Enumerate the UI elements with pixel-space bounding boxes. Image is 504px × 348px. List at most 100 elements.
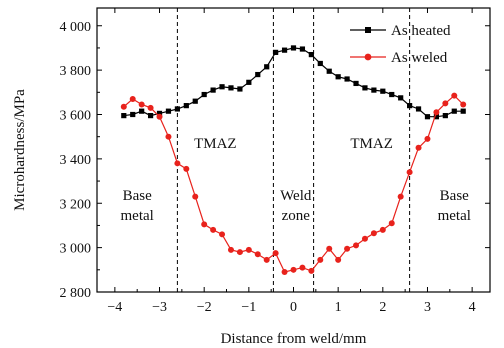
data-point bbox=[281, 269, 288, 276]
x-tick-label: 0 bbox=[290, 300, 297, 315]
y-tick-label: 3 600 bbox=[60, 109, 92, 124]
data-point bbox=[139, 108, 145, 114]
data-point bbox=[424, 114, 431, 120]
data-point bbox=[219, 231, 226, 238]
data-point bbox=[263, 256, 270, 263]
data-point bbox=[317, 60, 323, 67]
data-point bbox=[353, 242, 360, 249]
data-point bbox=[398, 95, 404, 101]
y-tick-label: 3 200 bbox=[60, 197, 92, 212]
data-point bbox=[227, 246, 234, 253]
data-point bbox=[165, 108, 172, 114]
zone-annotation: Base bbox=[123, 188, 153, 204]
data-point bbox=[147, 104, 154, 111]
data-point bbox=[192, 193, 199, 200]
y-tick-label: 4 000 bbox=[60, 20, 92, 35]
data-point bbox=[415, 144, 422, 151]
y-tick-label: 2 800 bbox=[60, 286, 92, 301]
data-point bbox=[210, 226, 217, 233]
data-point bbox=[460, 108, 466, 114]
legend-marker bbox=[364, 53, 372, 61]
data-point bbox=[255, 71, 261, 78]
plot-area: −4 −3 −2 −1 0 1 2 3 4 2 800 3 000 3 200 3 400 3 600 3 … bbox=[12, 7, 491, 347]
data-point bbox=[451, 108, 457, 114]
data-point bbox=[246, 79, 252, 85]
data-point bbox=[335, 256, 342, 263]
data-point bbox=[353, 80, 359, 87]
data-point bbox=[183, 165, 190, 172]
y-tick-label: 3 400 bbox=[60, 153, 92, 168]
zone-annotation: TMAZ bbox=[350, 136, 393, 152]
data-point bbox=[317, 256, 324, 263]
data-point bbox=[442, 100, 449, 107]
data-point bbox=[344, 76, 350, 82]
data-point bbox=[308, 51, 314, 58]
x-axis-label: Distance from weld/mm bbox=[221, 331, 367, 347]
data-point bbox=[370, 230, 377, 237]
data-point bbox=[388, 220, 395, 227]
data-point bbox=[210, 87, 216, 93]
data-point bbox=[156, 110, 163, 116]
data-point bbox=[201, 91, 207, 98]
y-tick-label: 3 000 bbox=[60, 242, 92, 257]
data-point bbox=[299, 46, 306, 52]
y-axis-label: Microhardness/MPa bbox=[12, 89, 28, 211]
x-tick-label: −3 bbox=[152, 300, 167, 315]
data-point bbox=[362, 85, 368, 91]
data-point bbox=[121, 113, 127, 119]
legend-marker bbox=[365, 27, 371, 33]
data-point bbox=[174, 106, 180, 112]
zone-annotation: Weld bbox=[280, 188, 312, 204]
data-point bbox=[156, 113, 163, 120]
legend-label: As weled bbox=[391, 50, 448, 66]
y-tick-label: 3 800 bbox=[60, 64, 92, 79]
zone-annotation: zone bbox=[282, 208, 311, 224]
data-point bbox=[192, 98, 198, 104]
data-point bbox=[147, 113, 154, 119]
x-tick-label: 4 bbox=[469, 300, 476, 315]
data-point bbox=[379, 226, 386, 233]
data-point bbox=[219, 84, 225, 90]
data-point bbox=[424, 135, 431, 142]
data-point bbox=[129, 95, 136, 102]
series-line-1 bbox=[123, 94, 464, 273]
data-point bbox=[245, 246, 252, 253]
data-point bbox=[183, 103, 189, 109]
data-point bbox=[264, 64, 270, 70]
data-point bbox=[228, 85, 234, 91]
x-tick-label: −4 bbox=[107, 300, 122, 315]
zone-annotation: metal bbox=[121, 208, 154, 224]
data-point bbox=[415, 106, 422, 112]
data-point bbox=[397, 193, 404, 200]
data-point bbox=[433, 114, 440, 120]
data-point bbox=[130, 111, 136, 118]
data-point bbox=[120, 103, 127, 110]
data-point bbox=[290, 45, 297, 51]
data-point bbox=[460, 101, 467, 108]
data-point bbox=[380, 88, 386, 94]
data-point bbox=[451, 92, 458, 99]
data-point bbox=[335, 74, 341, 80]
data-point bbox=[236, 249, 243, 256]
data-point bbox=[273, 49, 279, 55]
data-point bbox=[389, 91, 395, 98]
x-tick-label: 1 bbox=[335, 300, 342, 315]
data-point bbox=[326, 68, 332, 74]
data-point bbox=[201, 221, 208, 228]
data-point bbox=[344, 245, 351, 252]
zone-annotation: TMAZ bbox=[194, 136, 237, 152]
zone-annotation: Base bbox=[440, 188, 470, 204]
data-point bbox=[290, 266, 297, 273]
data-point bbox=[407, 103, 413, 109]
x-tick-label: −1 bbox=[241, 300, 256, 315]
data-point bbox=[308, 267, 315, 274]
data-point bbox=[406, 169, 413, 176]
zone-annotation: metal bbox=[438, 208, 471, 224]
data-point bbox=[254, 251, 261, 258]
data-point bbox=[138, 101, 145, 108]
data-point bbox=[442, 113, 448, 119]
data-point bbox=[272, 250, 279, 257]
x-tick-label: 3 bbox=[424, 300, 431, 315]
data-point bbox=[371, 87, 377, 93]
